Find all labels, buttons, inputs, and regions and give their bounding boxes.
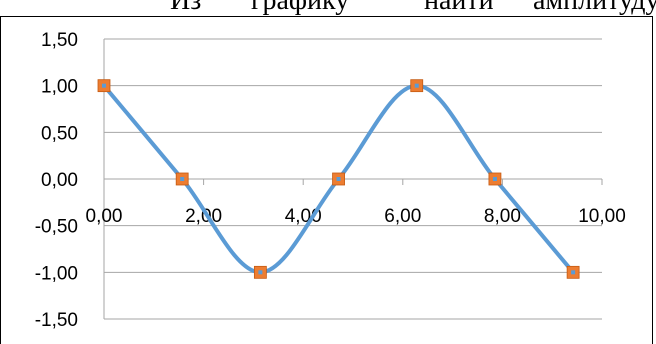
data-point-center [336,177,341,181]
document-word: Из [170,0,202,16]
data-point-center [492,177,497,181]
series-markers [97,79,580,279]
x-tick-label: 8,00 [484,206,521,227]
y-tick-labels: 1,50 1,00 0,50 0,00 -0,50 -1,00 -1,50 [35,30,78,331]
data-point-center [414,83,419,88]
y-tick-label: -1,50 [35,310,78,331]
y-tick-label: 1,00 [41,77,78,98]
chart-area [0,16,653,344]
data-point-center [180,177,185,181]
data-point-center [102,83,106,88]
document-word: амплитуду, [533,0,656,16]
x-tick-label: 6,00 [384,206,421,227]
document-text-line: Из графику найти амплитуду, [0,0,656,19]
data-point-center [571,270,576,275]
x-tick-label: 4,00 [285,206,322,227]
x-tick-label: 10,00 [578,206,626,227]
x-tick-label: 0,00 [86,206,123,227]
data-point-center [258,270,263,275]
y-tick-label: 0,00 [41,170,78,191]
y-tick-label: -1,00 [35,263,78,284]
document-word: графику [251,0,350,16]
y-tick-label: -0,50 [35,217,78,238]
x-tick-labels: 0,00 2,00 4,00 6,00 8,00 10,00 [86,206,626,227]
y-tick-label: 1,50 [41,30,78,51]
document-word: найти [424,0,494,16]
gridlines [104,38,602,320]
y-tick-label: 0,50 [41,123,78,144]
